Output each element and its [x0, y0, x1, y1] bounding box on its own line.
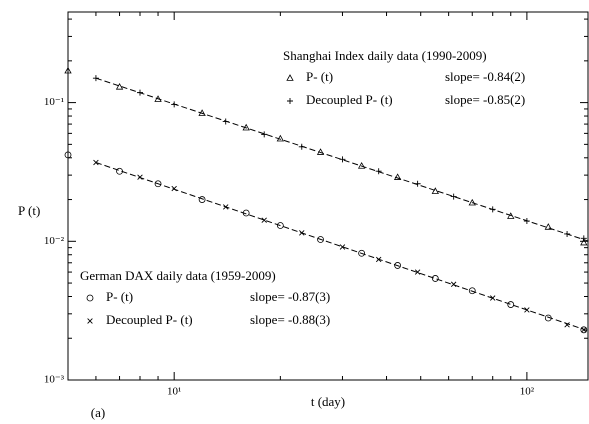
data-point: [298, 143, 305, 150]
data-point: [299, 230, 305, 236]
data-point: [489, 295, 496, 301]
data-point: [339, 156, 346, 163]
data-point: [115, 82, 124, 90]
data-point: [276, 222, 284, 229]
legend-label: Decoupled P- (t): [106, 312, 193, 327]
legend-marker: [286, 74, 294, 81]
legend-label: P- (t): [106, 289, 133, 304]
data-point: [507, 212, 515, 219]
data-point: [544, 223, 552, 230]
data-point: [489, 206, 496, 213]
legend-label: P- (t): [306, 69, 333, 84]
data-point: [136, 89, 143, 96]
data-point: [581, 327, 587, 333]
x-tick-label: 10²: [520, 386, 535, 398]
data-point: [375, 256, 382, 263]
data-point: [580, 235, 587, 242]
legend-slope: slope= -0.85(2): [445, 92, 525, 107]
data-point: [507, 301, 515, 308]
data-point: [242, 209, 250, 217]
data-point: [431, 275, 439, 282]
fit-line: [95, 77, 589, 242]
legend-title: Shanghai Index daily data (1990-2009): [283, 48, 487, 63]
legend-slope: slope= -0.84(2): [445, 69, 525, 84]
data-point: [393, 173, 402, 180]
data-point: [580, 326, 588, 334]
data-point: [93, 159, 99, 166]
x-tick-label: 10¹: [167, 386, 181, 398]
data-point: [564, 322, 570, 328]
data-point: [116, 167, 123, 175]
data-point: [261, 131, 268, 138]
fit-line: [95, 162, 589, 332]
legend-label: Decoupled P- (t): [306, 92, 393, 107]
data-point: [317, 236, 324, 243]
data-point: [154, 95, 162, 102]
legend-marker: [86, 294, 94, 302]
data-point: [171, 185, 177, 192]
data-point: [154, 180, 162, 188]
y-tick-label: 10⁻³: [44, 374, 65, 386]
legend-marker: [87, 318, 93, 324]
data-point: [316, 148, 325, 155]
data-point: [137, 174, 143, 180]
data-point: [564, 230, 571, 237]
data-point: [450, 281, 457, 287]
y-axis-label: P (t): [18, 203, 40, 218]
data-point: [394, 262, 402, 269]
data-point: [198, 196, 206, 203]
panel-label: (a): [91, 405, 105, 420]
data-point: [450, 193, 457, 200]
y-tick-label: 10⁻¹: [44, 96, 64, 108]
data-point: [580, 238, 588, 246]
data-point: [357, 162, 366, 169]
data-point: [468, 287, 476, 295]
x-axis-label: t (day): [311, 394, 345, 409]
data-point: [375, 168, 382, 175]
data-point: [414, 180, 421, 187]
data-point: [92, 75, 99, 82]
data-point: [431, 187, 439, 194]
plot-frame: [67, 11, 589, 381]
data-point: [544, 314, 552, 322]
data-point: [339, 244, 346, 250]
data-point: [242, 123, 250, 131]
data-point: [276, 134, 285, 142]
data-point: [358, 249, 366, 257]
data-point: [222, 118, 229, 125]
legend-slope: slope= -0.87(3): [250, 289, 330, 304]
y-tick-label: 10⁻²: [44, 235, 65, 247]
legend-slope: slope= -0.88(3): [250, 312, 330, 327]
data-point: [414, 269, 421, 275]
data-point: [524, 307, 530, 313]
data-point: [64, 66, 72, 74]
data-point: [222, 204, 229, 210]
data-point: [523, 218, 530, 225]
legend-title: German DAX daily data (1959-2009): [80, 268, 276, 283]
data-point: [261, 217, 267, 223]
legend-marker: [287, 98, 293, 104]
data-point: [64, 151, 72, 159]
data-point: [468, 198, 476, 206]
data-point: [198, 109, 206, 116]
data-point: [171, 101, 178, 108]
